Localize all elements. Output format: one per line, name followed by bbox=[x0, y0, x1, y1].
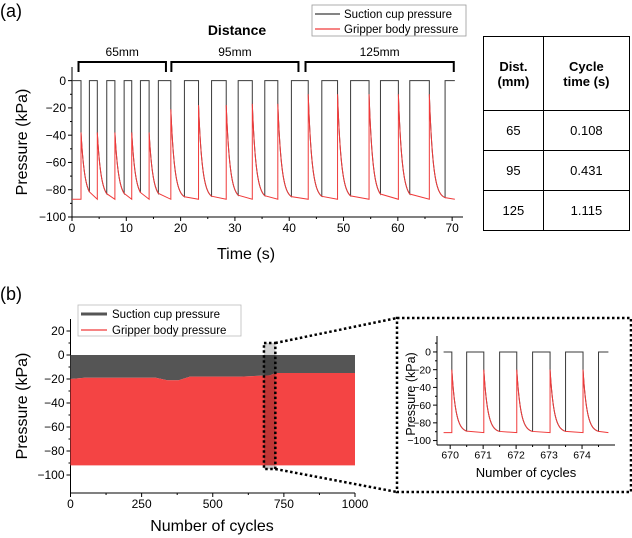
inset-ylabel: Pressure (kPa) bbox=[404, 352, 418, 435]
x-tick-label: 0 bbox=[67, 497, 74, 511]
zoom-connector-bottom bbox=[275, 467, 398, 494]
y-tick-label: −100 bbox=[39, 210, 66, 224]
y-tick-label: −20 bbox=[46, 101, 67, 115]
gripper-body-pressure-area bbox=[70, 373, 355, 466]
y-tick-label: 20 bbox=[51, 324, 65, 338]
table-header-row: Dist. (mm) Cycle time (s) bbox=[483, 36, 631, 111]
x-tick-label: 673 bbox=[540, 450, 558, 462]
table-row: 95 0.431 bbox=[483, 150, 631, 191]
inset-frame bbox=[395, 316, 632, 494]
x-tick-label: 40 bbox=[283, 221, 297, 235]
legend-label-gripper: Gripper body pressure bbox=[112, 325, 226, 337]
chart-a-ylabel: Pressure (kPa) bbox=[14, 89, 31, 196]
cycle-time-table: Dist. (mm) Cycle time (s) 65 0.108 95 0.43… bbox=[483, 36, 631, 231]
distance-label: 125mm bbox=[360, 45, 400, 59]
x-tick-label: 672 bbox=[507, 450, 525, 462]
gripper-body-pressure-line bbox=[443, 369, 609, 434]
cell-distance: 65 bbox=[483, 110, 544, 151]
highlight-frame bbox=[262, 341, 277, 471]
suction-cup-pressure-line bbox=[443, 351, 609, 433]
distance-bracket bbox=[304, 61, 455, 72]
y-tick-label: 0 bbox=[425, 347, 431, 359]
chart-b-inset: Number of cycles Pressure (kPa) 670 671 67… bbox=[395, 316, 632, 494]
panel-label-a: (a) bbox=[0, 1, 22, 21]
y-tick-label: −40 bbox=[413, 382, 431, 394]
y-tick-label: −60 bbox=[44, 420, 65, 434]
x-tick-label: 70 bbox=[445, 221, 459, 235]
highlight-region-top bbox=[263, 343, 276, 355]
y-tick-label: −20 bbox=[413, 364, 431, 376]
distance-label: 95mm bbox=[218, 45, 251, 59]
header-cycle-time: Cycle time (s) bbox=[542, 36, 631, 111]
chart-a-legend bbox=[311, 4, 467, 37]
cell-cycle-time: 0.108 bbox=[542, 110, 631, 151]
chart-b-ylabel: Pressure (kPa) bbox=[14, 353, 31, 460]
chart-b-legend: Suction cup pressure Gripper body pressu… bbox=[77, 304, 242, 337]
chart-b-legend-box bbox=[77, 304, 242, 337]
x-tick-label: 60 bbox=[391, 221, 405, 235]
x-tick-label: 1000 bbox=[342, 497, 369, 511]
y-tick-label: −80 bbox=[413, 418, 431, 430]
table-row: 65 0.108 bbox=[483, 110, 631, 151]
chart-b-xlabel: Number of cycles bbox=[150, 518, 274, 535]
x-tick-label: 0 bbox=[69, 221, 76, 235]
chart-a-xlabel: Time (s) bbox=[217, 246, 275, 263]
y-tick-label: −40 bbox=[46, 128, 67, 142]
panel-label-b: (b) bbox=[0, 284, 22, 304]
x-tick-label: 10 bbox=[120, 221, 134, 235]
cell-cycle-time: 1.115 bbox=[542, 190, 631, 231]
y-tick-label: −20 bbox=[44, 372, 65, 386]
x-tick-label: 750 bbox=[274, 497, 294, 511]
table-row: 125 1.115 bbox=[483, 190, 631, 231]
gripper-body-pressure-line bbox=[72, 94, 455, 201]
y-tick-label: 0 bbox=[59, 74, 66, 88]
distance-bracket bbox=[170, 61, 300, 72]
x-tick-label: 20 bbox=[174, 221, 188, 235]
inset-xlabel: Number of cycles bbox=[476, 465, 577, 480]
x-tick-label: 500 bbox=[203, 497, 223, 511]
cell-cycle-time: 0.431 bbox=[542, 150, 631, 191]
suction-cup-pressure-line bbox=[72, 80, 455, 199]
chart-a-title: Distance bbox=[208, 22, 267, 38]
y-tick-label: −100 bbox=[407, 435, 431, 447]
x-tick-label: 30 bbox=[228, 221, 242, 235]
x-tick-label: 670 bbox=[441, 450, 459, 462]
y-tick-label: −100 bbox=[37, 468, 64, 482]
cell-distance: 95 bbox=[483, 150, 544, 191]
y-tick-label: 0 bbox=[58, 348, 65, 362]
cell-distance: 125 bbox=[483, 190, 544, 231]
x-tick-label: 674 bbox=[573, 450, 591, 462]
y-tick-label: −40 bbox=[44, 396, 65, 410]
chart-a: Distance Suction cup pressure Gripper bo… bbox=[14, 4, 467, 263]
zoom-connector-top bbox=[275, 316, 398, 345]
highlight-region bbox=[263, 355, 276, 469]
y-tick-label: −60 bbox=[46, 156, 67, 170]
chart-b: Number of cycles Pressure (kPa) 0 250 500 7… bbox=[14, 304, 398, 535]
legend-label-gripper: Gripper body pressure bbox=[344, 24, 458, 36]
y-tick-label: −80 bbox=[44, 444, 65, 458]
suction-cup-pressure-area bbox=[70, 355, 355, 381]
legend-label-suction: Suction cup pressure bbox=[344, 9, 452, 21]
distance-bracket bbox=[77, 61, 167, 72]
y-tick-label: −80 bbox=[46, 183, 67, 197]
x-tick-label: 50 bbox=[337, 221, 351, 235]
x-tick-label: 250 bbox=[132, 497, 152, 511]
legend-label-suction: Suction cup pressure bbox=[112, 309, 220, 321]
header-distance: Dist. (mm) bbox=[483, 36, 544, 111]
y-tick-label: −60 bbox=[413, 400, 431, 412]
x-tick-label: 671 bbox=[474, 450, 492, 462]
distance-label: 65mm bbox=[106, 45, 139, 59]
